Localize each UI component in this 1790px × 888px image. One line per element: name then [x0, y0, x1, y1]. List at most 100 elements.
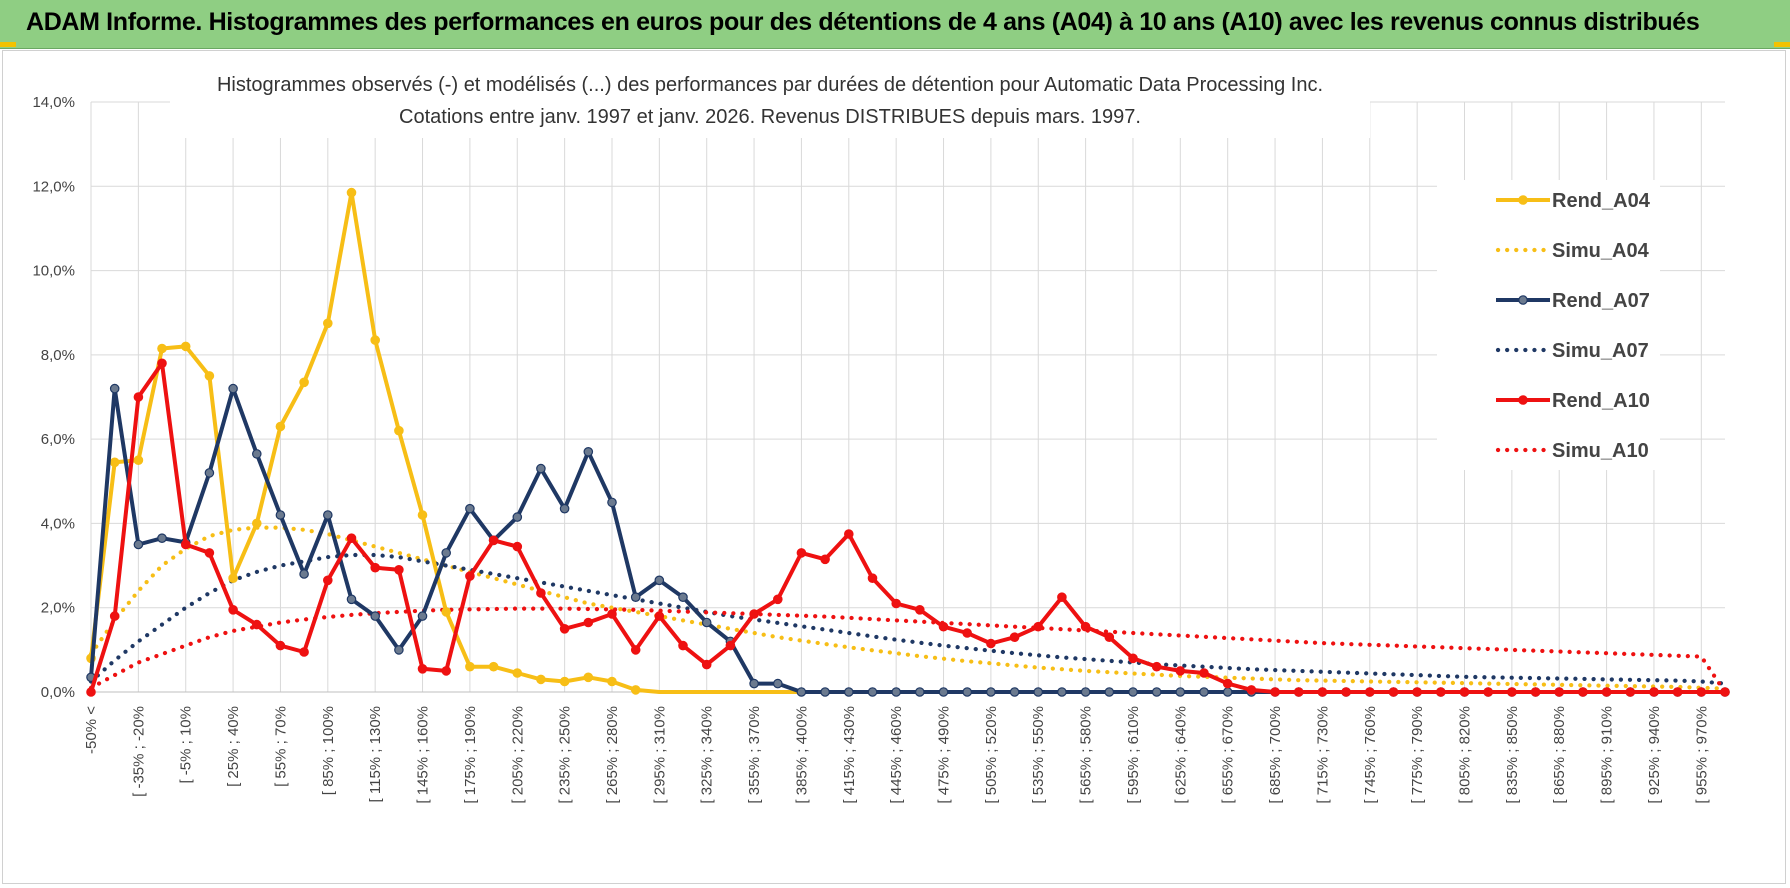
data-point-rend-a10	[1009, 632, 1020, 642]
data-point-rend-a10	[1199, 668, 1209, 678]
data-point-rend-a04	[322, 318, 333, 329]
data-point-rend-a10	[1033, 621, 1043, 632]
data-point-rend-a10	[583, 617, 594, 628]
data-point-rend-a04	[512, 668, 523, 678]
data-point-rend-a10	[180, 539, 191, 550]
x-tick-label: [ -35% ; -20%	[130, 706, 147, 797]
data-point-rend-a10	[1625, 687, 1636, 697]
data-point-rend-a10	[204, 548, 215, 558]
banner-accent-left	[0, 42, 16, 47]
series-rend-a10	[86, 358, 1730, 697]
data-point-rend-a07	[701, 617, 712, 628]
x-tick-label: [ 925% ; 940%	[1646, 706, 1663, 804]
data-point-rend-a10	[1293, 687, 1304, 697]
chart-title: Histogrammes observés (-) et modélisés (…	[217, 74, 1323, 96]
data-point-rend-a10	[867, 573, 878, 583]
x-tick-label: [ 145% ; 160%	[415, 706, 432, 804]
data-point-rend-a04	[441, 607, 451, 617]
y-tick-label: 2,0%	[41, 600, 75, 617]
data-point-rend-a07	[251, 449, 262, 459]
data-point-rend-a04	[394, 425, 404, 436]
x-tick-label: [ 595% ; 610%	[1125, 706, 1142, 804]
data-point-rend-a10	[1507, 687, 1517, 697]
x-tick-label: [ 895% ; 910%	[1599, 706, 1616, 804]
x-tick-label: [ 685% ; 700%	[1267, 706, 1284, 804]
series-simu-a07	[88, 552, 1728, 686]
data-point-rend-a10	[488, 535, 499, 546]
x-tick-label: [ 355% ; 370%	[746, 706, 763, 804]
data-point-rend-a04	[299, 377, 309, 388]
data-point-rend-a10	[1412, 687, 1422, 697]
x-tick-label: [ 265% ; 280%	[604, 706, 621, 804]
x-tick-label: [ 505% ; 520%	[983, 706, 1000, 804]
x-tick-label: [ 415% ; 430%	[841, 706, 858, 804]
data-point-rend-a10	[607, 609, 617, 619]
x-axis-ticks: -50% < [ -35% ; -20% [ -5% ; 10% [ 25% ; 40…	[83, 706, 1710, 804]
data-point-rend-a07	[914, 687, 925, 697]
data-point-rend-a04	[346, 187, 357, 198]
data-point-rend-a07	[1199, 687, 1209, 697]
data-point-rend-a07	[820, 687, 830, 697]
data-point-rend-a07	[441, 548, 451, 558]
data-point-rend-a10	[1388, 687, 1399, 697]
x-tick-label: -50% <	[83, 706, 100, 754]
data-point-rend-a10	[962, 628, 972, 638]
x-tick-label: [ 745% ; 760%	[1362, 706, 1379, 804]
data-point-rend-a04	[465, 661, 475, 672]
data-point-rend-a04	[630, 685, 641, 695]
data-point-rend-a07	[891, 687, 901, 697]
title-background	[170, 68, 1370, 138]
legend: Rend_A04 Simu_A04 Rend_A07 Simu_A07 Rend_A10…	[1437, 180, 1660, 470]
data-point-rend-a04	[370, 335, 380, 345]
data-point-rend-a04	[157, 343, 167, 354]
data-point-rend-a10	[1246, 685, 1257, 695]
y-tick-label: 10,0%	[32, 263, 75, 280]
data-point-rend-a07	[1175, 687, 1186, 697]
series-line-rend-a10	[89, 361, 1725, 694]
y-tick-label: 8,0%	[41, 347, 75, 364]
data-point-rend-a10	[1151, 661, 1162, 672]
x-tick-label: [ 295% ; 310%	[651, 706, 668, 804]
data-point-rend-a10	[299, 647, 309, 657]
data-point-rend-a10	[1128, 653, 1138, 664]
data-point-rend-a07	[583, 446, 594, 457]
data-point-rend-a07	[1222, 687, 1233, 697]
data-point-rend-a07	[512, 512, 523, 522]
x-tick-label: [ 805% ; 820%	[1457, 706, 1474, 804]
data-point-rend-a07	[843, 687, 854, 697]
data-point-rend-a10	[1483, 687, 1493, 697]
data-point-rend-a10	[820, 554, 830, 565]
x-tick-label: [ 715% ; 730%	[1314, 706, 1331, 804]
data-point-rend-a07	[607, 497, 617, 508]
data-point-rend-a04	[275, 421, 286, 432]
y-axis-ticks: 0,0% 2,0% 4,0% 6,0% 8,0% 10,0% 12,0% 14,0%	[32, 94, 75, 701]
data-point-rend-a10	[1720, 687, 1730, 697]
legend-label-simu-a04: Simu_A04	[1552, 240, 1650, 262]
data-point-rend-a10	[1649, 687, 1659, 697]
x-tick-label: [ 775% ; 790%	[1409, 706, 1426, 804]
series-line-simu-a07	[88, 552, 1728, 686]
data-point-rend-a10	[441, 666, 451, 676]
data-point-rend-a07	[1151, 687, 1162, 697]
data-point-rend-a07	[133, 539, 144, 550]
data-point-rend-a07	[986, 687, 996, 697]
data-point-rend-a07	[630, 592, 641, 602]
data-point-rend-a10	[1222, 678, 1233, 689]
data-point-rend-a10	[86, 687, 96, 697]
data-point-rend-a10	[1080, 621, 1091, 632]
data-point-rend-a10	[109, 611, 120, 621]
data-point-rend-a10	[843, 529, 854, 539]
x-tick-label: [ 655% ; 670%	[1220, 706, 1237, 804]
x-tick-label: [ 175% ; 190%	[462, 706, 479, 804]
data-point-rend-a07	[1104, 687, 1115, 697]
x-tick-label: [ 205% ; 220%	[509, 706, 526, 804]
data-point-rend-a10	[1365, 687, 1375, 697]
data-point-rend-a07	[299, 569, 309, 579]
data-point-rend-a10	[701, 659, 712, 670]
data-point-rend-a04	[583, 672, 594, 683]
x-tick-label: [ -5% ; 10%	[178, 706, 195, 784]
data-point-rend-a10	[1530, 687, 1541, 697]
data-point-rend-a10	[1341, 687, 1351, 697]
y-tick-label: 6,0%	[41, 431, 75, 448]
data-point-rend-a10	[986, 638, 996, 649]
